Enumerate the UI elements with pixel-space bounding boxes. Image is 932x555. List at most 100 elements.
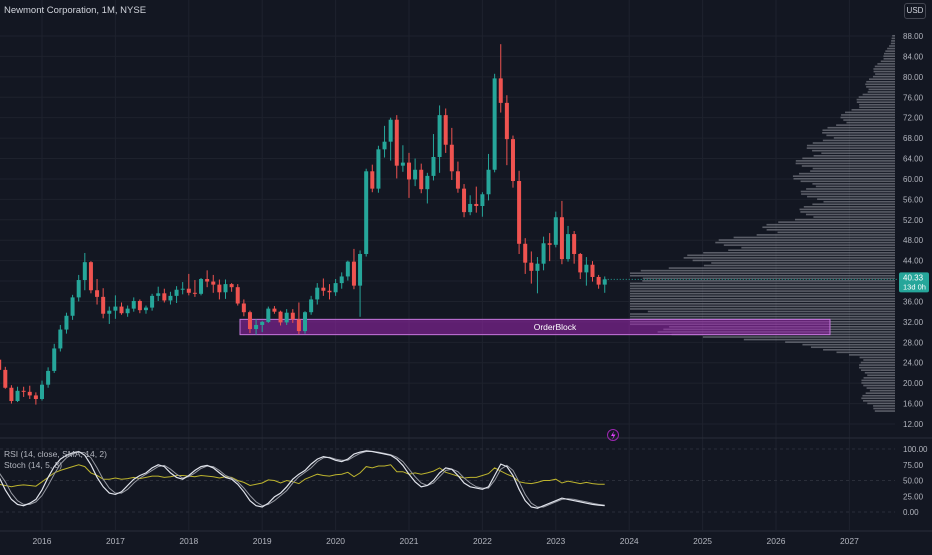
price-tick-label: 24.00 <box>903 359 924 368</box>
volume-profile-bar <box>810 346 895 349</box>
price-tick-label: 36.00 <box>903 297 924 306</box>
volume-profile-bar <box>858 96 895 98</box>
stoch-legend[interactable]: Stoch (14, 5, 3) <box>4 460 63 470</box>
volume-profile-bar <box>875 73 895 75</box>
candle-body <box>437 115 442 157</box>
orderblock-zone[interactable]: OrderBlock <box>239 318 831 336</box>
volume-profile-bar <box>821 152 895 155</box>
candle-body <box>517 180 522 244</box>
volume-profile-bar <box>795 218 895 221</box>
time-tick-label: 2020 <box>326 536 345 546</box>
indicator-tick-label: 25.00 <box>903 492 924 501</box>
volume-profile-bar <box>866 86 895 88</box>
rsi-line <box>0 464 605 488</box>
volume-profile-bar <box>777 231 895 234</box>
time-tick-label: 2023 <box>546 536 565 546</box>
candle-body <box>486 169 491 195</box>
volume-profile-bar <box>822 132 895 134</box>
candle-body <box>321 287 326 291</box>
volume-profile-bar <box>859 356 895 359</box>
volume-profile-bar <box>806 147 895 149</box>
candle-body <box>3 369 8 388</box>
volume-profile-bar <box>815 185 895 188</box>
candle-body <box>223 284 228 293</box>
candle-body <box>339 276 344 284</box>
volume-profile-bar <box>874 410 895 412</box>
volume-profile-bar <box>812 183 895 185</box>
candle-body <box>247 312 252 330</box>
volume-profile-bar <box>823 348 895 351</box>
volume-profile-bar <box>859 106 895 109</box>
volume-profile-bar <box>891 37 895 40</box>
candle-body <box>272 308 277 312</box>
volume-profile-bar <box>846 121 895 124</box>
last-price-value: 40.33 <box>903 273 924 282</box>
price-tick-label: 68.00 <box>903 134 924 143</box>
candle-body <box>566 234 571 260</box>
candle-body <box>88 262 93 291</box>
candle-body <box>27 391 32 396</box>
candle-body <box>327 290 332 293</box>
stoch-d-line <box>0 451 605 508</box>
candle-body <box>82 262 87 281</box>
candle-body <box>596 276 601 285</box>
candle-body <box>394 119 399 166</box>
volume-profile-bar <box>840 116 895 119</box>
candle-body <box>131 300 136 309</box>
candle-body <box>296 319 301 332</box>
volume-profile-bar <box>856 101 895 103</box>
candle-body <box>602 279 607 285</box>
volume-profile-bar <box>630 313 895 315</box>
candle-body <box>229 284 234 288</box>
volume-profile-bar <box>867 374 895 377</box>
candle-body <box>358 253 363 286</box>
indicator-pane[interactable]: 100.00 75.00 50.00 25.00 0.00 <box>0 445 928 517</box>
volume-profile-bar <box>741 246 895 249</box>
candle-body <box>333 283 338 293</box>
candle-body <box>150 295 155 308</box>
candle-body <box>468 203 473 213</box>
volume-profile-bar <box>843 119 895 121</box>
volume-profile-bar <box>826 134 895 137</box>
volume-profile-bar <box>785 341 895 343</box>
time-tick-label: 2024 <box>620 536 639 546</box>
volume-profile-bar <box>867 91 895 93</box>
volume-profile-bar <box>863 377 895 379</box>
volume-profile-bar <box>877 63 895 65</box>
volume-profile-bar <box>801 165 895 167</box>
candle-body <box>572 234 577 254</box>
volume-profile-bar <box>859 103 895 106</box>
orderblock-rect <box>239 318 831 336</box>
volume-profile-bar <box>687 254 895 257</box>
candle-body <box>584 264 589 273</box>
candle-body <box>492 78 497 170</box>
volume-profile-bar <box>799 172 895 175</box>
time-axis[interactable]: 2016 2017 2018 2019 2020 2021 2022 2023 2024 2025… <box>33 536 860 546</box>
candle-body <box>199 279 204 294</box>
symbol-title[interactable]: Newmont Corporation, 1M, NYSE <box>4 5 147 16</box>
volume-profile-bar <box>703 264 895 267</box>
currency-button[interactable]: USD <box>904 3 926 19</box>
candle-body <box>9 387 14 402</box>
time-tick-label: 2016 <box>33 536 52 546</box>
candles <box>0 44 898 405</box>
volume-profile-bar <box>891 40 895 42</box>
volume-profile-bar <box>762 226 895 229</box>
candle-body <box>590 264 595 277</box>
candle-body <box>578 253 583 273</box>
candle-body <box>95 290 100 297</box>
time-tick-label: 2025 <box>693 536 712 546</box>
lightning-icon <box>607 429 619 441</box>
price-axis[interactable]: 88.00 84.00 80.00 76.00 72.00 68.00 64.00 60.00… <box>899 32 929 429</box>
time-tick-label: 2026 <box>767 536 786 546</box>
volume-profile-bar <box>810 170 895 172</box>
volume-profile <box>630 35 895 412</box>
candle-body <box>186 288 191 293</box>
volume-profile-bar <box>823 200 895 203</box>
candle-body <box>504 102 509 140</box>
volume-profile-bar <box>861 397 895 400</box>
rsi-legend[interactable]: RSI (14, close, SMA, 14, 2) <box>4 449 107 459</box>
price-tick-label: 84.00 <box>903 52 924 61</box>
